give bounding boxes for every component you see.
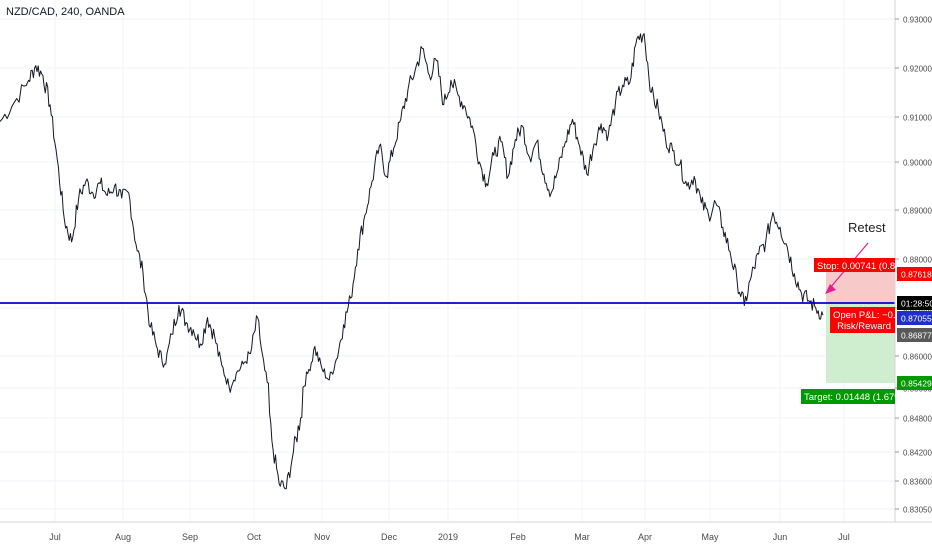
x-tick-label: Sep	[182, 532, 198, 542]
x-tick-label: Aug	[115, 532, 131, 542]
x-tick-label: Jul	[838, 532, 850, 542]
y-tick-label: 0.83600	[903, 478, 932, 487]
x-tick-label: Feb	[510, 532, 526, 542]
target-label: Target: 0.01448 (1.67%)	[804, 392, 906, 403]
retest-label: Retest	[848, 220, 886, 235]
risk-reward-label: Risk/Reward	[837, 321, 891, 332]
last-price-tag: 0.86877	[901, 331, 932, 341]
y-tick-label: 0.92000	[903, 65, 932, 74]
y-tick-label: 0.86000	[903, 353, 932, 362]
pnl-label-box	[830, 307, 895, 333]
x-tick-label: Oct	[247, 532, 262, 542]
entry-price-tag: 0.87055	[901, 314, 932, 324]
y-tick-label: 0.88000	[903, 256, 932, 265]
y-tick-label: 0.91000	[903, 114, 932, 123]
trade-labels: Retest Stop: 0.00741 (0.85% Open P&L: −0.0…	[801, 220, 909, 404]
time-tag-box	[897, 296, 932, 310]
x-tick-label: 2019	[438, 532, 458, 542]
time-tag: 01:28:50	[901, 299, 932, 309]
x-tick-label: Nov	[314, 532, 331, 542]
retest-arrowhead	[825, 284, 836, 294]
y-tick-label: 0.90000	[903, 159, 932, 168]
stop-label: Stop: 0.00741 (0.85%	[817, 261, 909, 272]
x-tick-label: May	[701, 532, 719, 542]
price-line	[0, 33, 824, 490]
price-tags: 0.87618 01:28:50 0.87055 0.86877 0.85429	[897, 267, 932, 390]
pnl-label: Open P&L: −0.00	[833, 310, 906, 321]
target-price-tag: 0.85429	[901, 379, 932, 389]
x-tick-label: Mar	[574, 532, 590, 542]
y-tick-label: 0.84800	[903, 415, 932, 424]
x-tick-label: Jun	[773, 532, 788, 542]
y-tick-label: 0.83050	[903, 506, 932, 515]
x-tick-label: Dec	[381, 532, 398, 542]
entry-price-tag-box	[897, 311, 932, 325]
target-label-box	[801, 389, 895, 404]
last-price-tag-box	[897, 328, 932, 342]
x-axis[interactable]: Jul Aug Sep Oct Nov Dec 2019 Feb Mar Apr May Jun Jul	[0, 521, 932, 542]
x-tick-label: Jul	[49, 532, 61, 542]
y-tick-label: 0.84200	[903, 449, 932, 458]
grid	[0, 0, 895, 522]
stop-label-box	[814, 258, 895, 272]
price-series	[0, 33, 824, 490]
x-tick-label: Apr	[638, 532, 652, 542]
stop-price-tag: 0.87618	[901, 270, 932, 280]
y-tick-label: 0.89000	[903, 207, 932, 216]
symbol-title: NZD/CAD, 240, OANDA	[6, 6, 125, 18]
target-price-tag-box	[897, 376, 932, 390]
stop-price-tag-box	[897, 267, 932, 281]
y-tick-label: 0.93000	[903, 16, 932, 25]
